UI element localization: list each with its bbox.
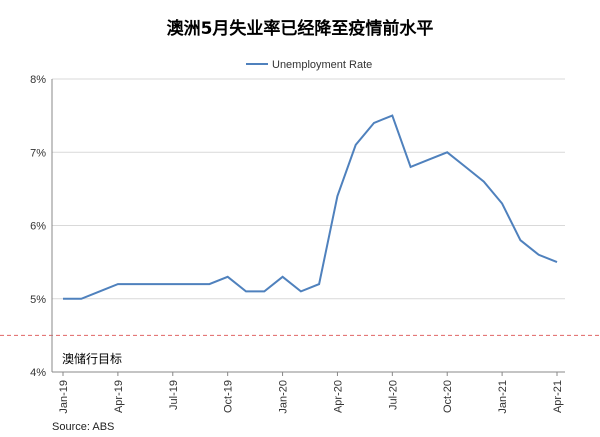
y-tick-label: 4% xyxy=(30,367,46,379)
axes xyxy=(51,79,565,373)
x-tick-label: Jul-20 xyxy=(387,380,399,410)
y-tick-labels: 4% 5% 6% 7% 8% xyxy=(30,74,46,379)
target-annotation: 澳储行目标 xyxy=(62,351,122,366)
x-tick-label: Jul-19 xyxy=(168,380,180,410)
y-tick-label: 8% xyxy=(30,74,46,86)
series-line-unemployment-rate xyxy=(63,114,558,300)
x-tick-label: Jan-21 xyxy=(497,380,509,414)
legend: Unemployment Rate xyxy=(246,59,372,71)
x-tick-label: Apr-20 xyxy=(332,380,344,413)
y-tick-label: 5% xyxy=(30,294,46,306)
x-tick-label: Oct-20 xyxy=(442,380,454,413)
legend-label: Unemployment Rate xyxy=(272,59,372,71)
x-tick-label: Apr-19 xyxy=(113,380,125,413)
x-tick-label: Oct-19 xyxy=(223,380,235,413)
y-tick-label: 6% xyxy=(30,221,46,233)
y-tick-label: 7% xyxy=(30,147,46,159)
x-tick-labels: Jan-19 Apr-19 Jul-19 Oct-19 Jan-20 Apr-20 Jul-… xyxy=(58,372,564,414)
x-tick-label: Apr-21 xyxy=(552,380,564,413)
x-tick-label: Jan-19 xyxy=(58,380,70,414)
chart-title: 澳洲5月失业率已经降至疫情前水平 xyxy=(166,19,434,39)
grid-lines xyxy=(52,78,565,300)
source-note: Source: ABS xyxy=(52,421,115,433)
x-tick-label: Jan-20 xyxy=(278,380,290,414)
